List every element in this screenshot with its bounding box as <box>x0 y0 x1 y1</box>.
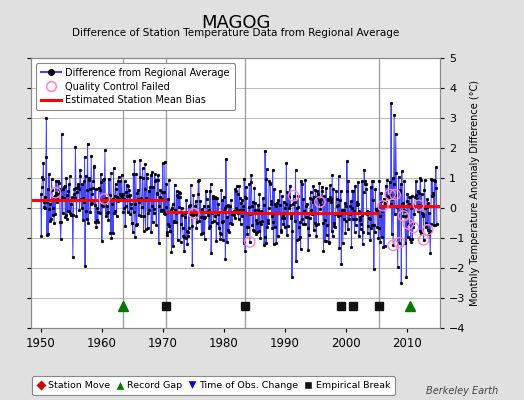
Text: Berkeley Earth: Berkeley Earth <box>425 386 498 396</box>
Point <box>289 192 298 199</box>
Point <box>391 192 399 198</box>
Point <box>409 224 418 231</box>
Point <box>419 237 428 243</box>
Point <box>100 196 108 202</box>
Point <box>414 202 423 208</box>
Point <box>316 199 324 205</box>
Point <box>389 242 397 248</box>
Point <box>399 213 408 219</box>
Text: Difference of Station Temperature Data from Regional Average: Difference of Station Temperature Data f… <box>72 28 399 38</box>
Point <box>51 190 60 196</box>
Text: MAGOG: MAGOG <box>201 14 270 32</box>
Point <box>423 226 432 233</box>
Point <box>379 202 387 209</box>
Point <box>246 239 254 245</box>
Point <box>404 221 412 227</box>
Point <box>386 191 394 198</box>
Point <box>395 240 403 246</box>
Legend: Station Move, Record Gap, Time of Obs. Change, Empirical Break: Station Move, Record Gap, Time of Obs. C… <box>32 376 395 395</box>
Y-axis label: Monthly Temperature Anomaly Difference (°C): Monthly Temperature Anomaly Difference (… <box>470 80 480 306</box>
Point <box>190 210 198 217</box>
